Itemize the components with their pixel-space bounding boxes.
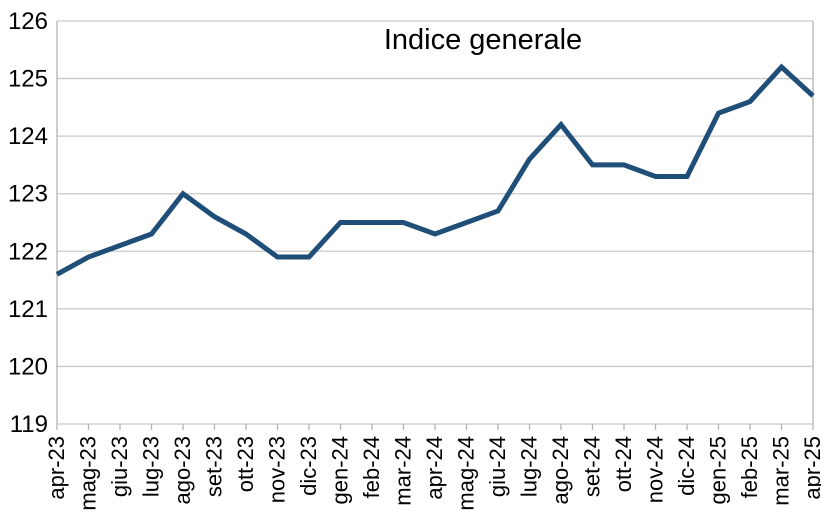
series-line-indice-generale bbox=[55, 63, 815, 277]
chart-title: Indice generale bbox=[384, 24, 582, 56]
x-axis-label: lug-24 bbox=[517, 436, 542, 497]
y-axis-label: 124 bbox=[8, 123, 48, 150]
x-axis-label: ott-23 bbox=[233, 436, 258, 492]
y-axis-label: 126 bbox=[8, 8, 48, 35]
x-axis-label: feb-25 bbox=[737, 436, 762, 498]
x-axis-label: set-23 bbox=[202, 436, 227, 497]
x-axis-label: giu-23 bbox=[107, 436, 132, 497]
x-axis-label: giu-24 bbox=[485, 436, 510, 497]
x-axis-label: mag-23 bbox=[76, 436, 101, 511]
x-axis-label: apr-25 bbox=[800, 436, 821, 500]
x-axis-label: ago-23 bbox=[170, 436, 195, 505]
y-axis-labels: 119 120 121 122 123 124 125 126 bbox=[8, 8, 48, 438]
y-axis-label: 125 bbox=[8, 66, 48, 93]
x-axis-label: nov-24 bbox=[643, 436, 668, 503]
x-axis-label: set-24 bbox=[580, 436, 605, 497]
y-axis-label: 121 bbox=[8, 296, 48, 323]
x-axis-label: gen-24 bbox=[328, 436, 353, 505]
x-axis-label: lug-23 bbox=[139, 436, 164, 497]
y-axis-label: 119 bbox=[10, 411, 48, 438]
x-axis-label: mar-24 bbox=[391, 436, 416, 506]
x-axis-label: nov-23 bbox=[265, 436, 290, 503]
gridlines bbox=[57, 20, 813, 425]
x-axis-label: ago-24 bbox=[548, 436, 573, 505]
x-axis-labels: apr-23 mag-23 giu-23 lug-23 ago-23 set-23 ott-… bbox=[44, 436, 821, 511]
x-axis-label: dic-23 bbox=[296, 436, 321, 496]
x-axis-label: dic-24 bbox=[674, 436, 699, 496]
x-axis-label: feb-24 bbox=[359, 436, 384, 498]
x-axis-label: ott-24 bbox=[611, 436, 636, 492]
x-axis-label: apr-23 bbox=[44, 436, 69, 500]
y-axis-label: 120 bbox=[8, 353, 48, 380]
x-axis-ticks bbox=[56, 424, 814, 430]
x-axis-label: gen-25 bbox=[706, 436, 731, 505]
x-axis-label: mag-24 bbox=[454, 436, 479, 511]
axes bbox=[56, 21, 814, 424]
x-axis-label: mar-25 bbox=[769, 436, 794, 506]
y-axis-label: 122 bbox=[8, 238, 48, 265]
x-axis-label: apr-24 bbox=[422, 436, 447, 500]
y-axis-label: 123 bbox=[8, 181, 48, 208]
